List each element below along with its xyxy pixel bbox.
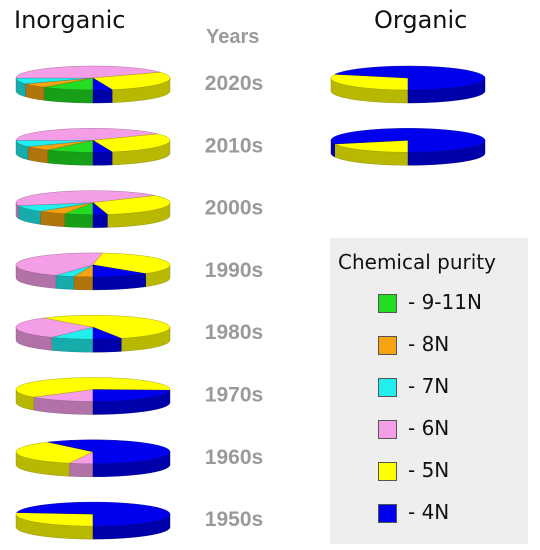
legend-swatch-9-11n: [378, 294, 397, 313]
organic-heading: Organic: [374, 6, 468, 34]
inorganic-2020s-side-4n: [92, 89, 113, 104]
inorganic-2020s-slice-4n: [92, 77, 113, 91]
inorganic-1960s-slice-4n: [47, 439, 171, 465]
inorganic-1990s-pie: [15, 252, 171, 291]
legend-label-9-11n: - 9-11N: [408, 290, 482, 314]
inorganic-2000s-side-9-11n: [64, 213, 94, 228]
inorganic-2010s-side-4n: [92, 151, 113, 166]
inorganic-1960s-side-6n: [69, 463, 94, 478]
legend-title: Chemical purity: [338, 250, 496, 274]
inorganic-1980s-slice-6n: [15, 317, 94, 338]
inorganic-2000s-pie: [15, 190, 171, 228]
year-label-1990s: 1990s: [205, 259, 263, 282]
inorganic-1990s-slice-4n: [92, 264, 146, 278]
inorganic-1960s-slice-5n: [15, 441, 94, 464]
inorganic-1990s-side-7n: [55, 275, 75, 290]
inorganic-heading: Inorganic: [14, 6, 126, 34]
legend: Chemical purity - 9-11N - 8N - 7N - 6N -…: [330, 238, 528, 544]
inorganic-1970s-pie: [15, 377, 171, 415]
inorganic-1980s-pie: [15, 315, 171, 353]
organic-2020s-slice-5n: [330, 74, 409, 91]
organic-2020s-slice-4n: [334, 65, 486, 91]
inorganic-2020s-pie: [15, 65, 171, 104]
inorganic-2020s-slice-6n: [15, 65, 161, 79]
legend-label-4n: - 4N: [408, 500, 450, 524]
inorganic-1960s-pie: [15, 439, 171, 478]
inorganic-2020s-slice-5n: [92, 72, 171, 90]
inorganic-1970s-slice-5n: [15, 377, 171, 398]
legend-swatch-6n: [378, 420, 397, 439]
inorganic-1980s-slice-4n: [92, 326, 122, 340]
inorganic-2010s-pie: [15, 128, 171, 166]
legend-swatch-4n: [378, 504, 397, 523]
inorganic-2000s-side-4n: [92, 214, 108, 228]
years-heading: Years: [206, 26, 260, 48]
legend-swatch-5n: [378, 462, 397, 481]
inorganic-2010s-slice-4n: [92, 139, 113, 153]
inorganic-2000s-slice-5n: [92, 195, 171, 215]
inorganic-1990s-side-8n: [73, 276, 94, 291]
legend-label-7n: - 7N: [408, 374, 450, 398]
organic-2010s-slice-4n: [330, 128, 486, 153]
inorganic-1980s-side-7n: [51, 337, 94, 353]
legend-swatch-7n: [378, 378, 397, 397]
inorganic-1950s-slice-4n: [16, 501, 171, 527]
inorganic-1950s-pie: [15, 501, 171, 540]
inorganic-1970s-slice-6n: [33, 389, 94, 402]
inorganic-1980s-slice-5n: [43, 315, 171, 339]
organic-2010s-slice-5n: [334, 140, 409, 153]
inorganic-2010s-slice-5n: [92, 133, 171, 153]
year-label-1980s: 1980s: [205, 321, 263, 344]
organic-2020s-pie: [330, 65, 486, 104]
legend-label-5n: - 5N: [408, 458, 450, 482]
legend-swatch-8n: [378, 336, 397, 355]
year-label-2010s: 2010s: [205, 134, 263, 157]
year-label-1960s: 1960s: [205, 446, 263, 469]
year-label-1970s: 1970s: [205, 384, 263, 407]
inorganic-1980s-side-4n: [92, 338, 122, 353]
year-label-2020s: 2020s: [205, 72, 263, 95]
year-label-2000s: 2000s: [205, 197, 263, 220]
inorganic-2000s-slice-4n: [92, 202, 108, 215]
legend-label-6n: - 6N: [408, 416, 450, 440]
inorganic-1990s-slice-5n: [92, 252, 171, 274]
inorganic-1970s-slice-4n: [92, 389, 171, 402]
inorganic-2000s-slice-6n: [15, 190, 156, 206]
inorganic-1990s-slice-6n: [15, 252, 104, 276]
inorganic-1950s-slice-5n: [15, 512, 94, 527]
year-label-1950s: 1950s: [205, 508, 263, 531]
legend-label-8n: - 8N: [408, 332, 450, 356]
organic-2010s-pie: [330, 128, 486, 166]
